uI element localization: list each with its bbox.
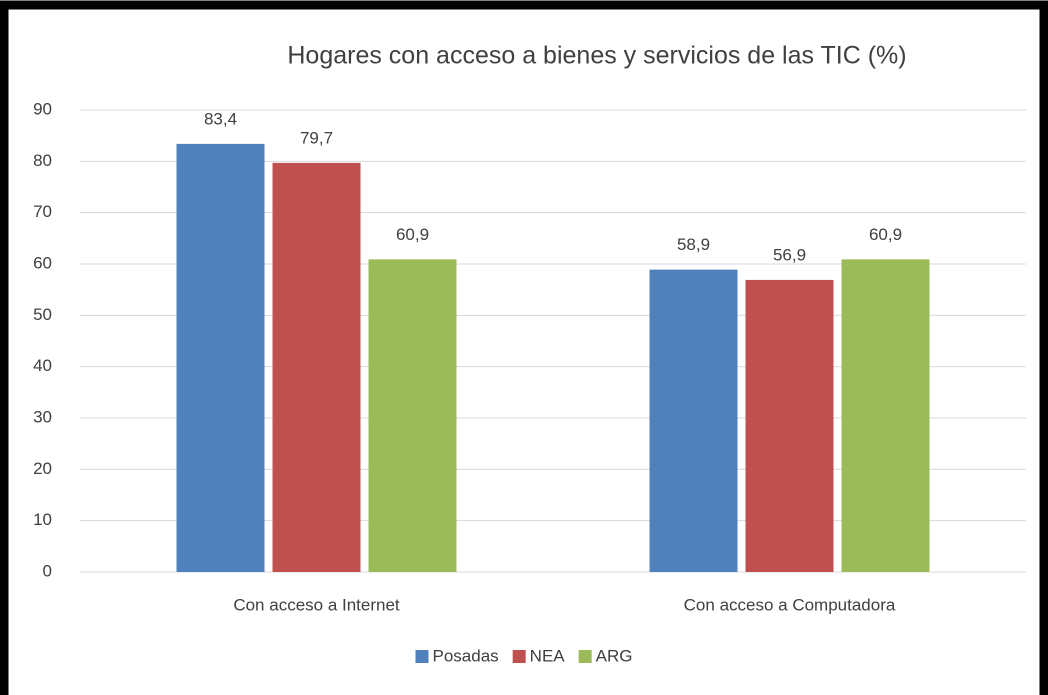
legend-swatch (415, 650, 429, 663)
data-label: 83,4 (204, 109, 237, 128)
y-tick-label: 10 (33, 510, 52, 529)
data-label: 60,9 (869, 225, 902, 244)
y-tick-label: 50 (33, 305, 52, 324)
y-tick-label: 20 (33, 459, 52, 478)
data-label: 60,9 (396, 225, 429, 244)
bar (745, 279, 834, 572)
legend-label: Posadas (433, 646, 499, 665)
y-tick-label: 90 (33, 99, 52, 118)
bar (368, 259, 457, 572)
y-tick-label: 80 (33, 151, 52, 170)
data-label: 56,9 (773, 245, 806, 264)
y-tick-label: 0 (43, 561, 52, 580)
chart-title: Hogares con acceso a bienes y servicios … (287, 42, 906, 70)
y-tick-label: 70 (33, 202, 52, 221)
y-tick-label: 60 (33, 253, 52, 272)
legend-swatch (578, 650, 592, 663)
legend-swatch (512, 650, 526, 663)
x-tick-label: Con acceso a Computadora (684, 595, 896, 614)
y-tick-label: 40 (33, 356, 52, 375)
y-tick-label: 30 (33, 407, 52, 426)
x-tick-label: Con acceso a Internet (233, 595, 400, 614)
bar (649, 269, 738, 572)
bar (272, 162, 361, 572)
legend-label: ARG (596, 646, 633, 665)
legend-label: NEA (530, 646, 566, 665)
data-label: 58,9 (677, 235, 710, 254)
data-label: 79,7 (300, 128, 333, 147)
bar (176, 143, 265, 572)
bar (841, 259, 930, 572)
